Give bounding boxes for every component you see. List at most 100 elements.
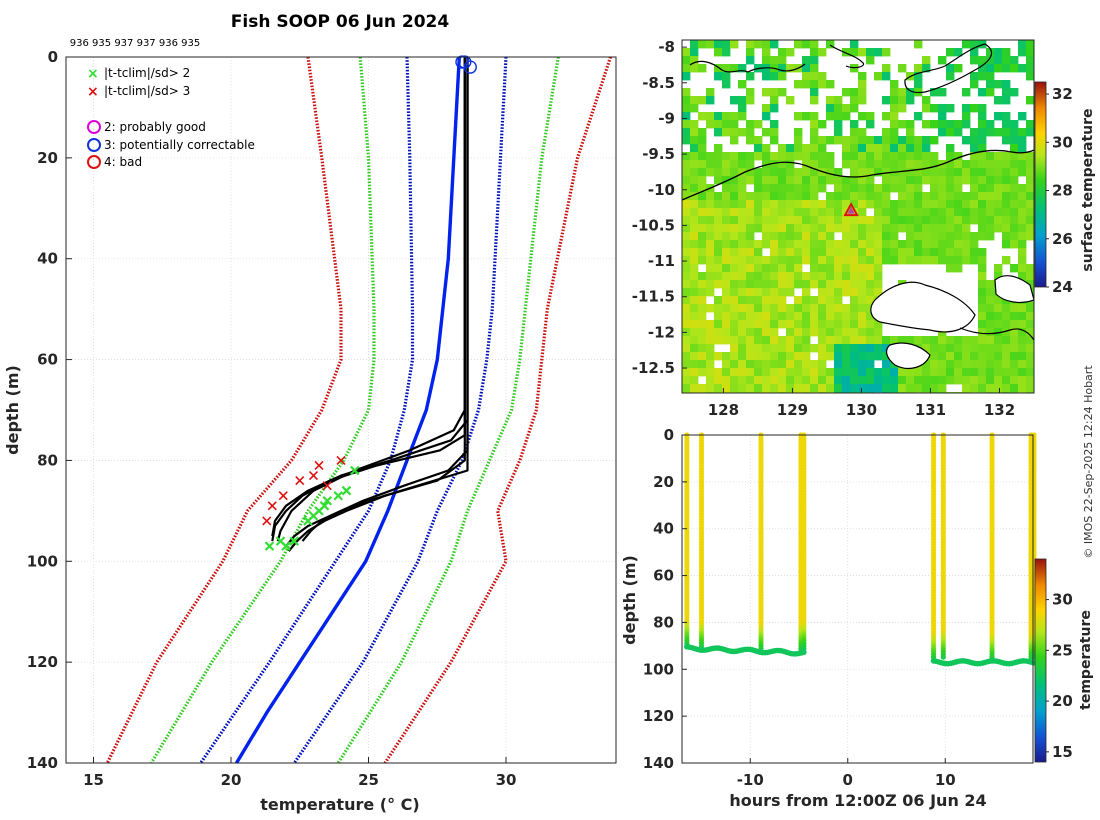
sst-cell (874, 368, 883, 377)
sst-map: 128 129 130 131 132-8-8.5-9-9.5-10-10.5-11-1… (632, 38, 1096, 419)
sst-cell (1026, 336, 1034, 345)
sst-cell (706, 232, 715, 241)
sst-cell (914, 192, 923, 201)
temperature-profile-line (301, 57, 469, 542)
sst-cell (978, 376, 987, 385)
sst-cell (786, 96, 795, 105)
temperature-profile-line (285, 57, 469, 547)
sst-cell (698, 160, 707, 169)
sst-cell (946, 176, 955, 185)
sst-cell (794, 376, 803, 385)
sst-cell (834, 376, 843, 385)
sst-cell (970, 352, 979, 361)
sst-cell (866, 184, 875, 193)
x-tick-label: 20 (221, 771, 242, 789)
sst-cell (778, 288, 787, 297)
sst-cell (714, 224, 723, 233)
sst-cell (698, 352, 707, 361)
sst-cell (818, 352, 827, 361)
sst-cell (762, 360, 771, 369)
sst-cell (690, 144, 699, 153)
sst-cell (786, 304, 795, 313)
sst-cell (746, 240, 755, 249)
sst-cell (810, 200, 819, 209)
sst-cell (714, 216, 723, 225)
sst-cell (706, 344, 715, 353)
sst-cell (690, 56, 699, 65)
sst-cell (954, 48, 963, 57)
sst-cell (682, 296, 691, 305)
sst-cell (954, 176, 963, 185)
sst-cell (682, 336, 691, 345)
sst-cell (1010, 184, 1019, 193)
sst-cell (994, 224, 1003, 233)
sst-cell (890, 152, 899, 161)
legend-item-potentially-correctable: 3: potentially correctable (87, 138, 255, 152)
sst-cell (858, 312, 867, 321)
sst-cell (778, 152, 787, 161)
sst-cell (986, 120, 995, 129)
flag-sd3-marker (322, 481, 332, 491)
sst-cell (778, 272, 787, 281)
sst-cell (1018, 336, 1027, 345)
sst-cell (754, 304, 763, 313)
sst-cell (810, 224, 819, 233)
sst-cell (834, 304, 843, 313)
sst-cell (994, 128, 1003, 137)
sst-cell (722, 376, 731, 385)
sst-cell (762, 368, 771, 377)
sst-cell (970, 56, 979, 65)
sst-cell (794, 80, 803, 89)
sst-cell (722, 272, 731, 281)
chart-subtitle: 936 935 937 937 936 935 (70, 38, 200, 49)
sst-cell (810, 128, 819, 137)
sst-cell (1010, 56, 1019, 65)
sst-cell (962, 168, 971, 177)
y-tick-label: 20 (653, 473, 674, 491)
sst-cell (786, 320, 795, 329)
sst-cell (786, 256, 795, 265)
sst-cell (882, 152, 891, 161)
sst-cell (698, 312, 707, 321)
sst-cell (818, 336, 827, 345)
sst-cell (786, 184, 795, 193)
temperature-colorbar-label: temperature (1078, 610, 1094, 710)
sst-cell (818, 144, 827, 153)
sst-cell (778, 248, 787, 257)
sst-cell (794, 216, 803, 225)
sst-cell (714, 264, 723, 273)
sst-cell (826, 224, 835, 233)
sst-cell (1018, 384, 1027, 393)
sst-cell (802, 184, 811, 193)
sst-cell (826, 152, 835, 161)
sst-cell (978, 264, 987, 273)
sst-cell (762, 216, 771, 225)
sst-cell (914, 80, 923, 89)
sst-cell (938, 88, 947, 97)
sst-cell (698, 168, 707, 177)
sst-cell (682, 304, 691, 313)
sst-cell (1002, 184, 1011, 193)
sst-cell (978, 320, 987, 329)
sst-cell (682, 200, 691, 209)
sst-cell (802, 72, 811, 81)
cross-stroke (314, 460, 324, 471)
sst-cell (1010, 376, 1019, 385)
sst-cell (786, 328, 795, 337)
sst-cell (762, 384, 771, 393)
sst-cell (1018, 312, 1027, 321)
sst-cell (842, 104, 851, 113)
sst-cell (802, 56, 811, 65)
cross-stroke (349, 465, 360, 476)
sst-cell (922, 56, 931, 65)
sst-cell (746, 120, 755, 129)
sst-cell (778, 376, 787, 385)
sst-cell (690, 176, 699, 185)
sst-cell (954, 200, 963, 209)
sst-cell (842, 112, 851, 121)
sst-cell (818, 328, 827, 337)
sst-cell (1010, 344, 1019, 353)
sst-cell (794, 312, 803, 321)
sst-cell (794, 40, 803, 49)
